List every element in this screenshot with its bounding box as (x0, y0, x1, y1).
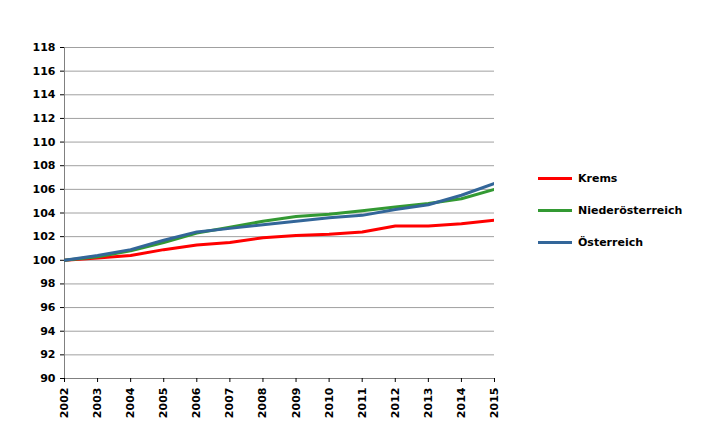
svg-text:2010: 2010 (323, 387, 336, 418)
svg-text:96: 96 (40, 301, 56, 314)
svg-text:92: 92 (40, 348, 55, 361)
svg-text:2003: 2003 (91, 388, 104, 419)
svg-text:90: 90 (40, 372, 56, 385)
svg-text:2002: 2002 (58, 388, 71, 419)
svg-text:2013: 2013 (422, 388, 435, 419)
svg-text:98: 98 (40, 277, 55, 290)
svg-text:104: 104 (33, 207, 56, 220)
svg-text:112: 112 (33, 112, 56, 125)
html-text:Krems: Krems (578, 171, 618, 185)
html-text:Niederösterreich: Niederösterreich (578, 203, 683, 217)
svg-text:106: 106 (33, 183, 56, 196)
svg-text:2004: 2004 (124, 387, 137, 418)
svg-text:2007: 2007 (223, 388, 236, 419)
svg-text:2015: 2015 (488, 388, 501, 419)
svg-text:2012: 2012 (389, 388, 402, 419)
svg-text:2011: 2011 (356, 388, 369, 419)
svg-text:2014: 2014 (455, 387, 468, 418)
html-text:Österreich: Österreich (578, 235, 644, 249)
svg-text:116: 116 (33, 65, 56, 78)
svg-text:118: 118 (33, 41, 56, 54)
svg-text:114: 114 (33, 88, 56, 101)
svg-text:2006: 2006 (190, 387, 203, 418)
svg-text:2008: 2008 (256, 388, 269, 419)
svg-text:100: 100 (33, 254, 56, 267)
svg-text:102: 102 (33, 230, 56, 243)
svg-text:2005: 2005 (157, 388, 170, 419)
svg-text:108: 108 (33, 159, 56, 172)
svg-text:94: 94 (40, 325, 56, 338)
svg-text:2009: 2009 (290, 388, 303, 419)
svg-text:110: 110 (33, 136, 56, 149)
